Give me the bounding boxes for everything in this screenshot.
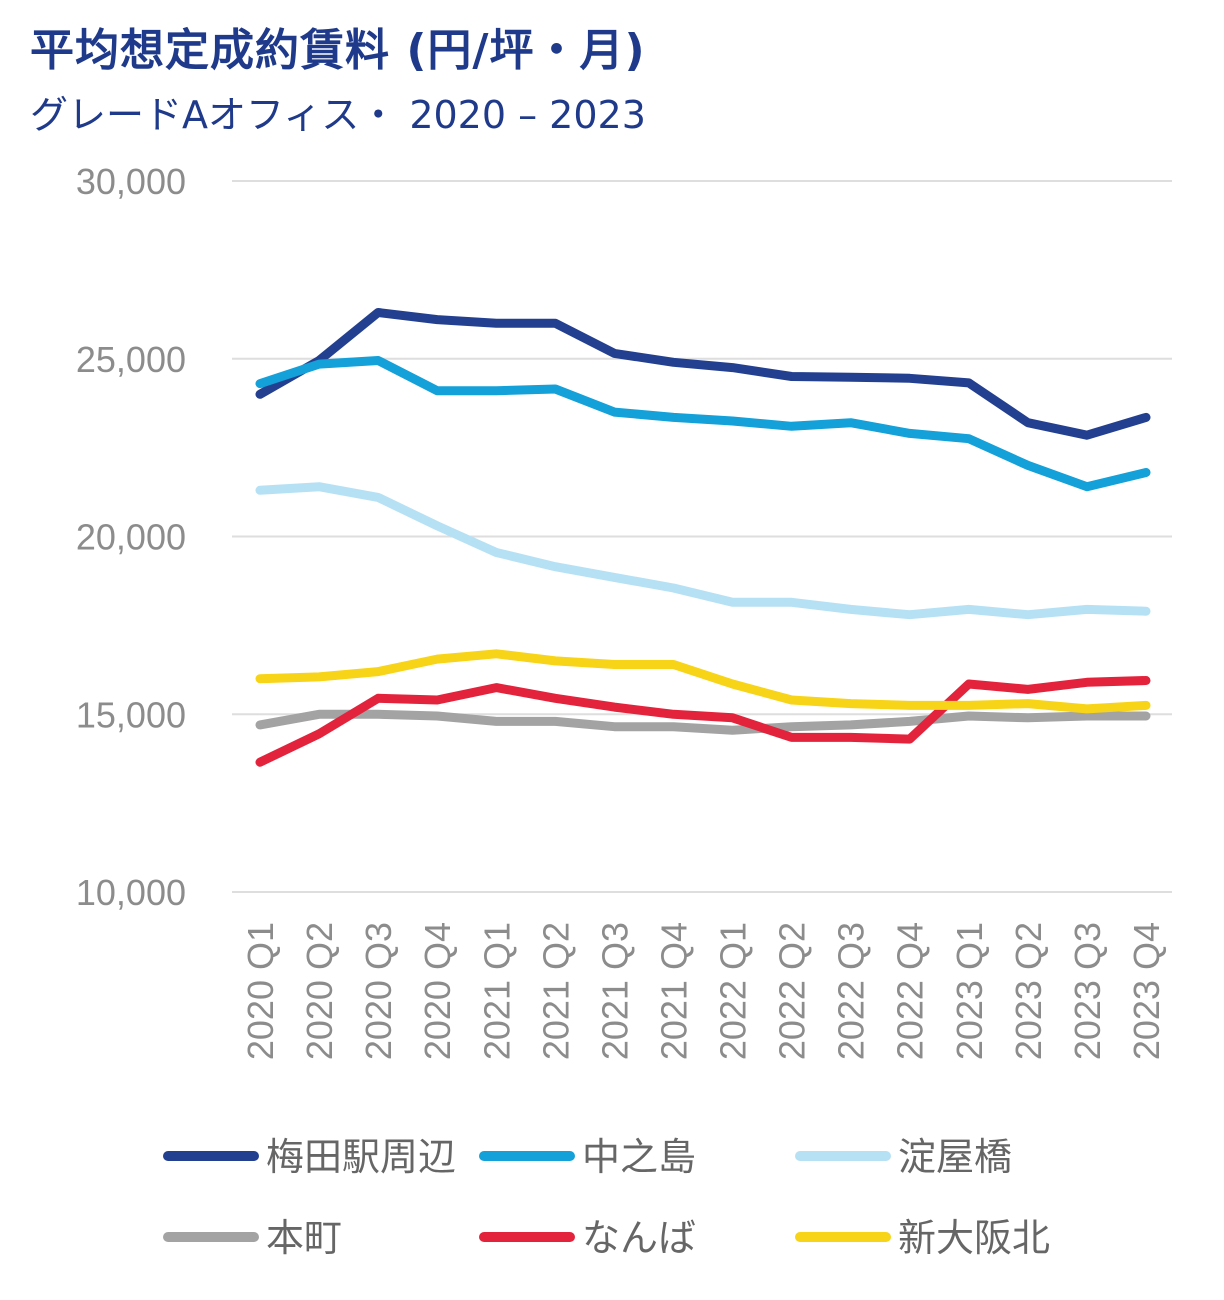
legend-label: なんば	[582, 1216, 696, 1260]
series-line	[255, 649, 1151, 714]
x-axis-tick-labels: 2020 Q1 2020 Q2 2020 Q3 2020 Q4 2021 Q1 2021 …	[240, 922, 1167, 1060]
y-tick-label: 20,000	[76, 517, 186, 558]
x-tick-label: 2023 Q2	[1008, 922, 1049, 1060]
x-tick-label: 2021 Q4	[653, 922, 694, 1060]
series-line	[255, 482, 1151, 620]
legend-label: 梅田駅周辺	[266, 1135, 456, 1179]
legend-label: 本町	[266, 1216, 342, 1260]
series-lines	[255, 308, 1151, 767]
legend-label: 中之島	[582, 1135, 696, 1179]
x-tick-label: 2022 Q4	[890, 922, 931, 1060]
series-line	[255, 676, 1151, 767]
series-line	[255, 709, 1151, 735]
x-tick-label: 2023 Q3	[1067, 922, 1108, 1060]
x-tick-label: 2020 Q1	[240, 922, 281, 1060]
series-line	[255, 356, 1151, 492]
chart-subtitle: グレードAオフィス・ 2020 – 2023	[30, 93, 646, 137]
y-tick-label: 25,000	[76, 339, 186, 380]
x-tick-label: 2021 Q2	[535, 922, 576, 1060]
x-tick-label: 2021 Q1	[476, 922, 517, 1060]
legend-label: 淀屋橋	[898, 1135, 1012, 1179]
x-tick-label: 2020 Q2	[299, 922, 340, 1060]
series-line	[255, 308, 1151, 440]
x-tick-label: 2021 Q3	[594, 922, 635, 1060]
y-axis-tick-labels: 10,000 15,000 20,000 25,000 30,000	[76, 161, 186, 913]
x-tick-label: 2020 Q4	[417, 922, 458, 1060]
x-tick-label: 2023 Q4	[1126, 922, 1167, 1060]
gridlines	[232, 180, 1172, 893]
x-tick-label: 2020 Q3	[358, 922, 399, 1060]
x-tick-label: 2022 Q3	[831, 922, 872, 1060]
x-tick-label: 2022 Q2	[772, 922, 813, 1060]
chart-title: 平均想定成約賃料 (円/坪・月)	[30, 25, 646, 76]
x-tick-label: 2023 Q1	[949, 922, 990, 1060]
x-tick-label: 2022 Q1	[713, 922, 754, 1060]
y-tick-label: 10,000	[76, 872, 186, 913]
legend-label: 新大阪北	[898, 1216, 1050, 1260]
y-tick-label: 30,000	[76, 161, 186, 202]
y-tick-label: 15,000	[76, 694, 186, 735]
